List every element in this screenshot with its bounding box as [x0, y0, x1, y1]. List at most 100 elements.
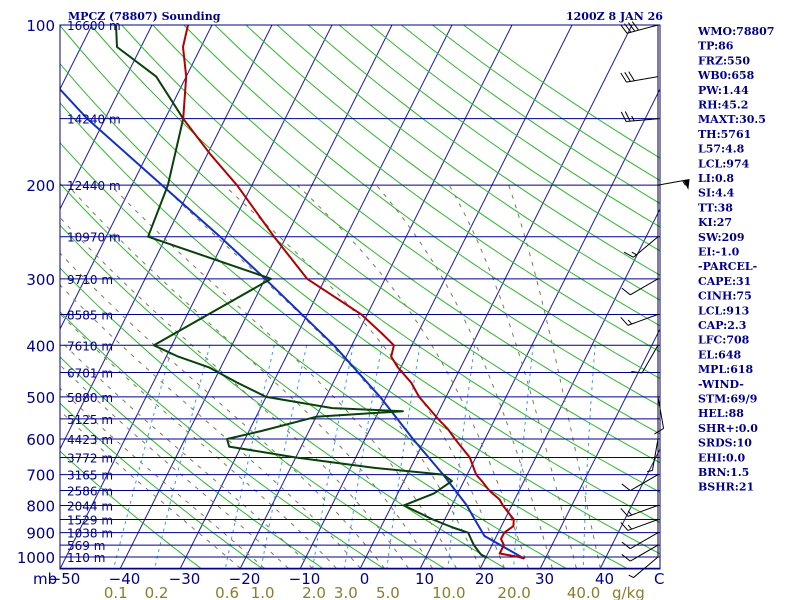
height-labels: 16600 m 14240 m 12440 m 10970 m 9710 m 8585 m… [67, 19, 121, 565]
moist-adiabat-line [60, 387, 265, 569]
pressure-label: 800 [26, 497, 55, 515]
height-label: 8585 m [67, 308, 113, 322]
wind-barb [631, 345, 659, 374]
isotherm-lines [60, 25, 660, 569]
index-entry: EHI:0.0 [698, 451, 745, 464]
dry-adiabat-line [307, 25, 660, 276]
mixing-ratio-axis-labels: 0.1 0.2 0.6 1.0 2.0 3.0 5.0 10.0 20.0 40.0 [104, 584, 600, 600]
wind-barb [621, 474, 659, 492]
moist-adiabat-line [67, 184, 433, 569]
mixing-ratio-line [386, 345, 421, 569]
height-label: 5880 m [67, 391, 113, 405]
isotherm-line [60, 25, 213, 331]
mixing-ratio-line [343, 345, 383, 569]
dry-adiabat-line [121, 25, 660, 435]
temperature-tick-label: 40 [595, 570, 614, 588]
temperature-tick-label: −50 [49, 570, 81, 588]
index-entry: SHR+:0.0 [698, 422, 758, 435]
pressure-label: 400 [26, 337, 55, 355]
height-label: 9710 m [67, 273, 113, 287]
dry-adiabat-line [152, 25, 660, 407]
isotherm-line [479, 207, 660, 569]
mixing-ratio-line [582, 345, 596, 569]
temperature-tick-label: −30 [169, 570, 201, 588]
pressure-label: 300 [26, 271, 55, 289]
wind-barb [621, 278, 659, 296]
wind-barb [623, 236, 659, 258]
height-label: 3772 m [67, 451, 113, 465]
height-label: 2586 m [67, 485, 113, 499]
index-entry: MPL:618 [698, 363, 754, 376]
mixing-ratio-tick-label: 5.0 [376, 584, 400, 600]
wind-barb [657, 179, 690, 190]
index-entry: EI:-1.0 [698, 246, 740, 259]
isotherm-line [119, 25, 393, 569]
index-entry: L57:4.8 [698, 143, 745, 156]
index-entry: CAPE:31 [698, 275, 751, 288]
moist-adiabat-line [508, 184, 601, 569]
index-entry: -PARCEL- [698, 260, 757, 273]
temperature-tick-label: 30 [535, 570, 554, 588]
pressure-label: 900 [26, 525, 55, 543]
isobar-lines [60, 24, 660, 569]
index-entry: TH:5761 [698, 128, 751, 141]
isotherm-line [359, 25, 633, 569]
temperature-tick-label: −20 [229, 570, 261, 588]
wind-barb [654, 396, 665, 435]
index-entry: -WIND- [698, 378, 744, 391]
chart-title: MPCZ (78807) Sounding [68, 10, 221, 23]
dry-adiabat-line [60, 311, 386, 569]
isotherm-line [299, 25, 573, 569]
wind-barb [620, 71, 659, 83]
temperature-end-label: C [654, 570, 664, 588]
index-entry: LI:0.8 [698, 172, 734, 185]
plot-frame [59, 24, 661, 570]
index-entry: LCL:974 [698, 157, 750, 170]
index-entry: HEL:88 [698, 407, 744, 420]
mixing-ratio-unit-label: g/kg [612, 584, 645, 600]
isotherm-line [60, 25, 333, 569]
dry-adiabat-line [245, 25, 660, 327]
index-entry: FRZ:550 [698, 54, 750, 67]
height-label: 6701 m [67, 367, 113, 381]
index-entry: STM:69/9 [698, 393, 757, 406]
moist-adiabat-line [60, 339, 313, 569]
height-label: 16600 m [67, 19, 121, 33]
height-label: 12440 m [67, 179, 121, 193]
mixing-ratio-tick-label: 0.1 [104, 584, 128, 600]
isotherm-line [239, 25, 513, 569]
moist-adiabat-line [161, 184, 481, 569]
index-entry: PW:1.44 [698, 84, 749, 97]
index-entry: TT:38 [698, 201, 733, 214]
parcel-trace [60, 87, 525, 560]
temperature-trace [182, 25, 525, 560]
height-label: 3165 m [67, 469, 113, 483]
pressure-label: 600 [26, 431, 55, 449]
index-entry: RH:45.2 [698, 99, 748, 112]
wind-barb [620, 313, 659, 326]
wind-barb [620, 519, 659, 531]
temperature-tick-label: −10 [289, 570, 321, 588]
height-label: 4423 m [67, 433, 113, 447]
wind-barbs [620, 21, 690, 579]
mixing-ratio-line [513, 345, 534, 569]
moist-adiabat-line [60, 364, 289, 569]
wind-barb [628, 556, 659, 579]
mixing-ratio-tick-label: 10.0 [432, 584, 465, 600]
index-entry: SI:4.4 [698, 187, 735, 200]
dry-adiabat-line [276, 25, 660, 301]
height-label: 2044 m [67, 499, 113, 513]
pressure-label: 500 [26, 389, 55, 407]
height-label: 569 m [67, 539, 105, 553]
index-entry: LFC:708 [698, 334, 750, 347]
mixing-ratio-tick-label: 0.2 [145, 584, 169, 600]
temperature-tick-label: 10 [415, 570, 434, 588]
isotherm-line [599, 447, 660, 569]
mixing-ratio-line [112, 345, 173, 569]
sounding-profiles [60, 25, 525, 560]
mixing-ratio-line [447, 345, 476, 569]
height-label: 110 m [67, 551, 105, 565]
temperature-tick-label: −40 [109, 570, 141, 588]
index-entry: KI:27 [698, 216, 732, 229]
